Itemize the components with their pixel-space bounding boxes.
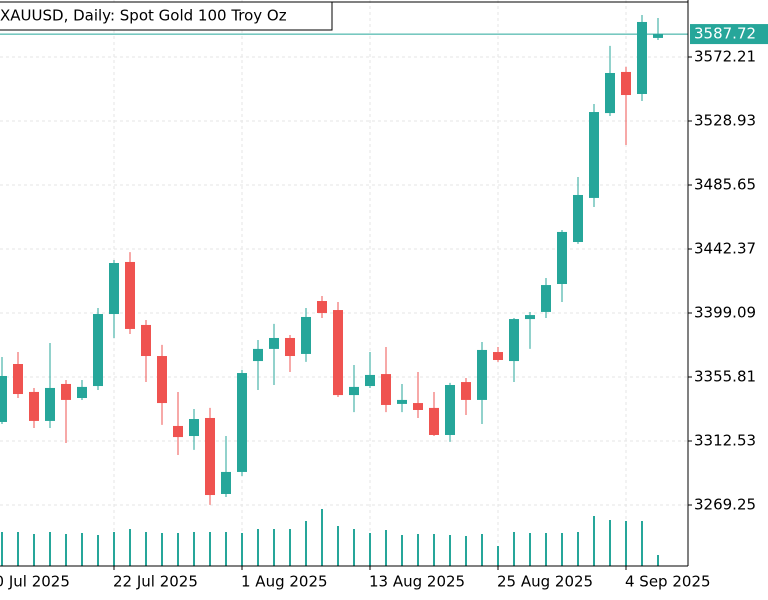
y-tick-label: 3442.37 <box>694 240 756 258</box>
candle-body <box>605 72 615 114</box>
candle-body <box>141 324 151 357</box>
candle-body <box>253 348 263 362</box>
candle-body <box>525 315 535 320</box>
candle-body <box>77 386 87 399</box>
candle-body <box>0 375 7 422</box>
candle-body <box>237 373 247 472</box>
candle-body <box>365 374 375 387</box>
candle-body <box>109 263 119 315</box>
candle-body <box>173 425 183 438</box>
candle-body <box>301 316 311 354</box>
candle-body <box>29 391 39 421</box>
x-tick-label: 22 Jul 2025 <box>113 573 198 591</box>
candle-body <box>269 337 279 349</box>
candle-body <box>157 356 167 404</box>
x-tick-label: 10 Jul 2025 <box>0 573 70 591</box>
candle-body <box>125 261 135 329</box>
x-tick-label: 4 Sep 2025 <box>625 573 711 591</box>
candle-body <box>461 382 471 400</box>
candle-body <box>45 387 55 421</box>
candle-body <box>573 194 583 243</box>
candle-body <box>413 403 423 410</box>
candle-body <box>445 385 455 435</box>
candle-body <box>61 383 71 400</box>
last-price-label: 3587.72 <box>694 25 756 43</box>
y-tick-label: 3572.21 <box>694 48 756 66</box>
y-tick-label: 3399.09 <box>694 304 756 322</box>
candle-body <box>557 231 567 285</box>
x-tick-label: 1 Aug 2025 <box>241 573 328 591</box>
candle-body <box>429 407 439 435</box>
candle-body <box>541 285 551 312</box>
title-box <box>0 1 333 31</box>
candle-body <box>509 319 519 362</box>
last-price-box <box>690 24 768 45</box>
chart-title: XAUUSD, Daily: Spot Gold 100 Troy Oz <box>0 7 287 25</box>
candle-body <box>285 337 295 357</box>
y-tick-label: 3485.65 <box>694 176 756 194</box>
candle-body <box>205 417 215 496</box>
candle-body <box>397 399 407 404</box>
x-tick-label: 25 Aug 2025 <box>497 573 593 591</box>
candle-body <box>589 112 599 198</box>
y-tick-label: 3355.81 <box>694 368 756 386</box>
candle-body <box>189 419 199 437</box>
candle-body <box>317 301 327 313</box>
candle-body <box>653 34 663 38</box>
x-tick-label: 13 Aug 2025 <box>369 573 465 591</box>
y-tick-label: 3312.53 <box>694 432 756 450</box>
candle-body <box>221 471 231 494</box>
candle-body <box>93 314 103 387</box>
candle-body <box>477 349 487 400</box>
candle-body <box>493 352 503 361</box>
y-tick-label: 3269.25 <box>694 496 756 514</box>
candle-body <box>13 364 23 395</box>
candle-body <box>621 71 631 96</box>
candle-body <box>333 310 343 396</box>
candle-body <box>381 374 391 405</box>
y-tick-label: 3528.93 <box>694 112 756 130</box>
candle-body <box>349 386 359 396</box>
candle-body <box>637 21 647 94</box>
